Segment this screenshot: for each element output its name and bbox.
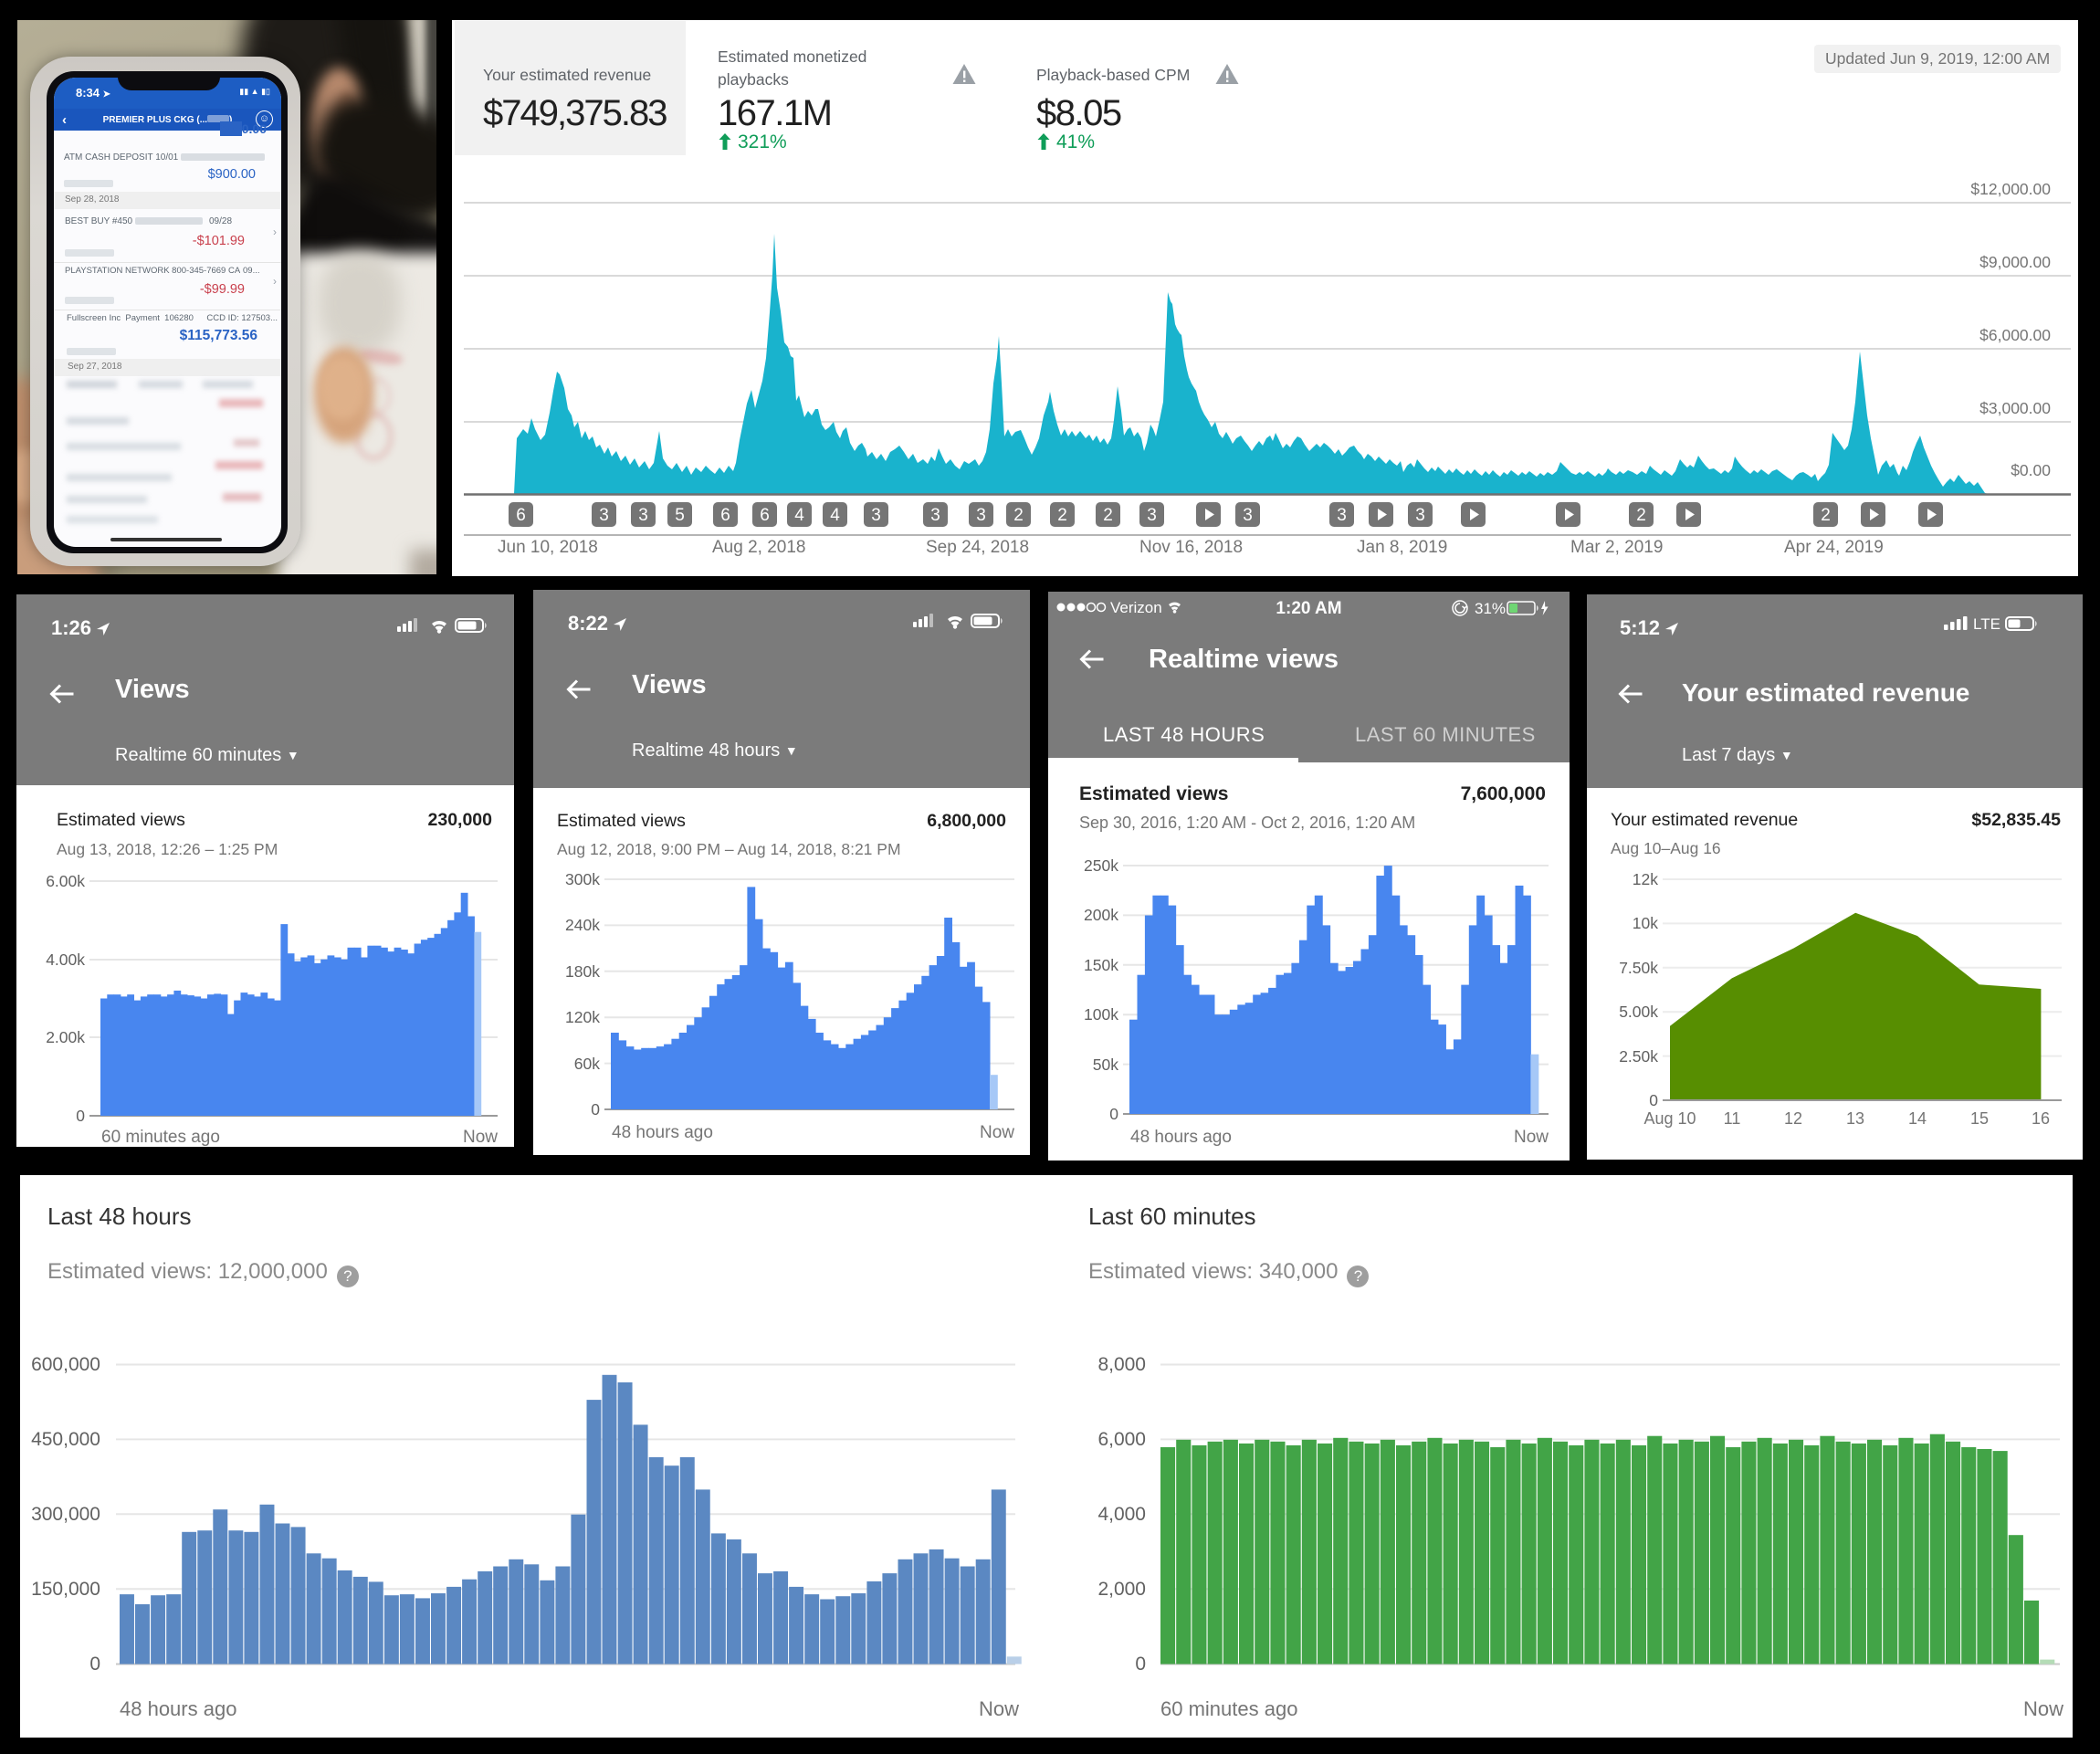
svg-text:12: 12 <box>1784 1109 1802 1128</box>
svg-text:3: 3 <box>1147 506 1157 525</box>
svg-text:0: 0 <box>1649 1091 1658 1109</box>
svg-text:48 hours ago: 48 hours ago <box>612 1123 713 1142</box>
svg-text:$3,000.00: $3,000.00 <box>1979 399 2051 417</box>
svg-text:3: 3 <box>638 506 648 525</box>
svg-text:3: 3 <box>1415 506 1425 525</box>
svg-text:60k: 60k <box>574 1055 600 1073</box>
svg-text:2.00k: 2.00k <box>46 1028 85 1046</box>
svg-text:200k: 200k <box>1084 906 1118 924</box>
svg-text:13: 13 <box>1846 1109 1864 1128</box>
svg-text:0: 0 <box>591 1100 600 1119</box>
svg-text:11: 11 <box>1724 1109 1741 1128</box>
svg-text:60 minutes ago: 60 minutes ago <box>101 1128 220 1147</box>
svg-text:$9,000.00: $9,000.00 <box>1979 253 2051 271</box>
svg-text:Mar 2, 2019: Mar 2, 2019 <box>1570 538 1663 557</box>
svg-text:4: 4 <box>830 506 840 525</box>
svg-text:Verizon: Verizon <box>1110 599 1162 616</box>
svg-text:7.50k: 7.50k <box>1619 959 1658 977</box>
svg-text:60 minutes ago: 60 minutes ago <box>1160 1697 1297 1720</box>
svg-text:LTE: LTE <box>1973 615 2000 633</box>
svg-text:Now: Now <box>2023 1697 2063 1720</box>
svg-text:Apr 24, 2019: Apr 24, 2019 <box>1784 538 1884 557</box>
svg-text:31%: 31% <box>1475 600 1506 617</box>
svg-text:Jun 10, 2018: Jun 10, 2018 <box>498 538 598 557</box>
svg-text:4,000: 4,000 <box>1097 1504 1146 1525</box>
svg-text:0: 0 <box>89 1654 100 1675</box>
svg-text:3: 3 <box>1243 506 1253 525</box>
svg-text:Jan 8, 2019: Jan 8, 2019 <box>1357 538 1447 557</box>
svg-text:300,000: 300,000 <box>31 1504 100 1525</box>
svg-text:Now: Now <box>1514 1128 1549 1147</box>
svg-text:$12,000.00: $12,000.00 <box>1970 180 2051 198</box>
svg-text:600,000: 600,000 <box>31 1354 100 1375</box>
svg-text:50k: 50k <box>1093 1056 1118 1074</box>
svg-text:450,000: 450,000 <box>31 1429 100 1450</box>
svg-text:2: 2 <box>1636 506 1646 525</box>
svg-text:250k: 250k <box>1084 856 1118 875</box>
svg-text:3: 3 <box>1337 506 1347 525</box>
svg-text:4.00k: 4.00k <box>46 951 85 969</box>
svg-text:180k: 180k <box>565 962 600 981</box>
svg-text:6,000: 6,000 <box>1097 1429 1146 1450</box>
svg-text:Aug 2, 2018: Aug 2, 2018 <box>712 538 805 557</box>
svg-text:5.00k: 5.00k <box>1619 1003 1658 1021</box>
svg-text:2: 2 <box>1821 506 1831 525</box>
svg-text:$0.00: $0.00 <box>2011 461 2051 479</box>
svg-text:14: 14 <box>1908 1109 1927 1128</box>
svg-text:150,000: 150,000 <box>31 1579 100 1600</box>
svg-text:2: 2 <box>1103 506 1113 525</box>
svg-text:$6,000.00: $6,000.00 <box>1979 326 2051 344</box>
svg-text:6.00k: 6.00k <box>46 872 85 890</box>
svg-text:48 hours ago: 48 hours ago <box>120 1697 236 1720</box>
svg-text:8,000: 8,000 <box>1097 1354 1146 1375</box>
svg-text:0: 0 <box>1109 1105 1118 1123</box>
svg-text:2: 2 <box>1013 506 1024 525</box>
svg-text:3: 3 <box>976 506 986 525</box>
svg-text:16: 16 <box>2032 1109 2050 1128</box>
svg-text:Now: Now <box>980 1123 1014 1142</box>
svg-text:0: 0 <box>76 1107 85 1125</box>
svg-text:10k: 10k <box>1633 914 1658 932</box>
svg-text:48 hours ago: 48 hours ago <box>1130 1128 1232 1147</box>
svg-text:Now: Now <box>463 1128 498 1147</box>
svg-text:12k: 12k <box>1633 870 1658 888</box>
svg-text:2: 2 <box>1057 506 1067 525</box>
svg-text:15: 15 <box>1970 1109 1989 1128</box>
svg-text:2.50k: 2.50k <box>1619 1047 1658 1066</box>
svg-text:300k: 300k <box>565 870 600 888</box>
svg-text:Now: Now <box>979 1697 1019 1720</box>
svg-text:5: 5 <box>675 506 685 525</box>
svg-text:6: 6 <box>760 506 770 525</box>
svg-text:120k: 120k <box>565 1008 600 1026</box>
svg-text:0: 0 <box>1135 1654 1146 1675</box>
svg-text:240k: 240k <box>565 916 600 934</box>
svg-text:150k: 150k <box>1084 956 1118 974</box>
svg-text:6: 6 <box>516 506 526 525</box>
svg-text:Aug 10: Aug 10 <box>1643 1109 1696 1128</box>
svg-text:2,000: 2,000 <box>1097 1579 1146 1600</box>
svg-text:Nov 16, 2018: Nov 16, 2018 <box>1139 538 1243 557</box>
svg-text:3: 3 <box>871 506 881 525</box>
svg-text:3: 3 <box>599 506 609 525</box>
svg-text:6: 6 <box>720 506 730 525</box>
svg-text:4: 4 <box>794 506 804 525</box>
svg-text:3: 3 <box>930 506 940 525</box>
svg-text:Sep 24, 2018: Sep 24, 2018 <box>926 538 1029 557</box>
svg-text:100k: 100k <box>1084 1005 1118 1024</box>
